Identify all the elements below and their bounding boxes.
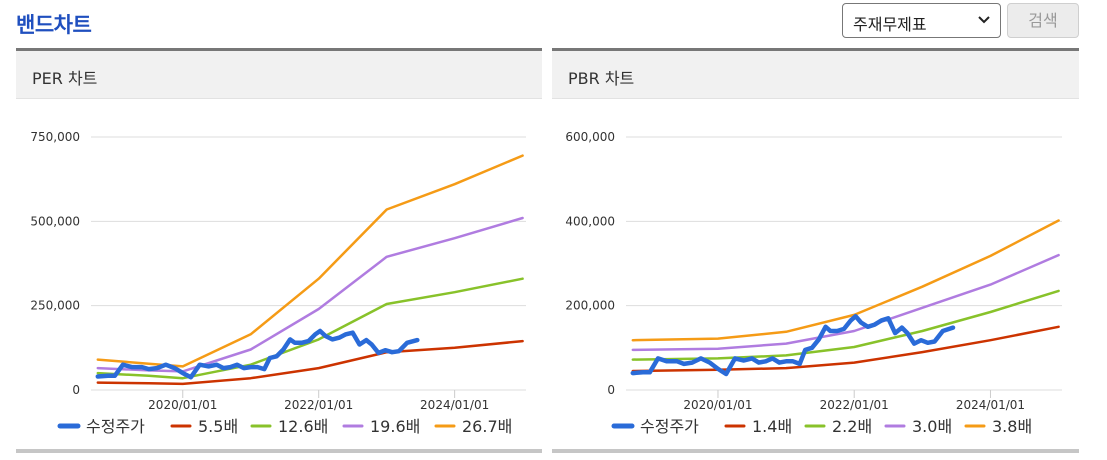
pbr-x-tick-label: 2020/01/01 [683,398,752,412]
per-legend-label-4: 26.7배 [462,417,512,436]
per-legend-label-0: 수정주가 [86,417,145,436]
per-series-line-0 [95,328,420,380]
per-chart: 0 250,000 500,000 750,000 2020/01/01 2022/01/… [30,130,526,436]
page-title: 밴드차트 [16,13,92,37]
pbr-panel-top-border [552,48,1079,51]
pbr-series-line-3 [631,253,1060,352]
pbr-y-tick-label: 0 [607,383,615,397]
pbr-series-line-4 [631,219,1060,342]
pbr-y-tick-label: 400,000 [565,214,615,228]
per-legend-label-2: 12.6배 [278,417,328,436]
pbr-series-line-0 [630,313,956,377]
per-x-tick-label: 2024/01/01 [420,398,489,412]
statement-select[interactable]: 주재무제표 [842,3,1001,38]
pbr-series-line-2 [631,289,1060,361]
per-legend-label-3: 19.6배 [370,417,420,436]
pbr-legend-label-3: 3.0배 [912,417,952,436]
per-x-tick-label: 2020/01/01 [148,398,217,412]
search-button[interactable]: 검색 [1007,3,1079,38]
per-series-line-4 [96,154,524,368]
per-panel-top-border [16,48,542,51]
per-x-tick-label: 2022/01/01 [284,398,353,412]
pbr-y-tick-label: 200,000 [565,299,615,313]
per-y-tick-label: 500,000 [30,214,80,228]
pbr-x-tick-label: 2024/01/01 [956,398,1025,412]
pbr-legend-label-4: 3.8배 [992,417,1032,436]
pbr-legend-label-2: 2.2배 [832,417,872,436]
per-legend-label-1: 5.5배 [198,417,238,436]
pbr-panel-header: PBR 차트 [552,51,1079,99]
pbr-chart: 0 200,000 400,000 600,000 2020/01/01 2022/01/… [565,130,1062,436]
pbr-legend-label-1: 1.4배 [752,417,792,436]
select-value: 주재무제표 [853,15,927,34]
per-y-tick-label: 750,000 [30,130,80,144]
per-series-line-1 [96,339,524,386]
per-y-tick-label: 250,000 [30,299,80,313]
pbr-panel-bottom-border [552,449,1079,453]
per-panel-header: PER 차트 [16,51,542,99]
pbr-x-tick-label: 2022/01/01 [820,398,889,412]
per-panel-bottom-border [16,449,542,453]
pbr-y-tick-label: 600,000 [565,130,615,144]
chevron-down-icon [978,16,990,24]
pbr-legend-label-0: 수정주가 [640,417,699,436]
per-series-line-2 [96,277,524,380]
per-y-tick-label: 0 [72,383,80,397]
